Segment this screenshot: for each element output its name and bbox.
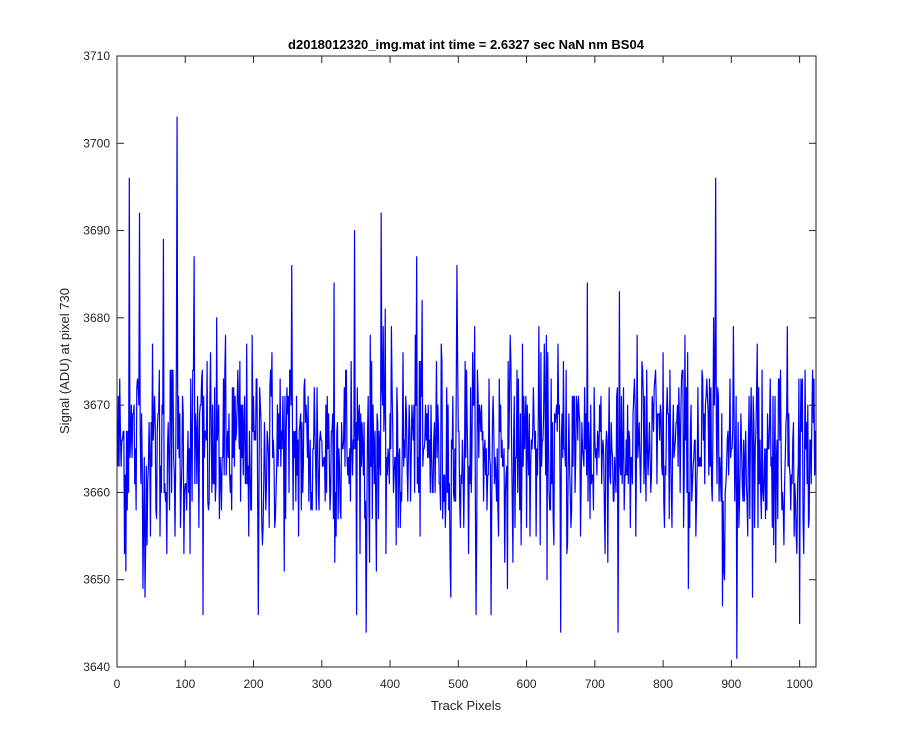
x-tick-label: 1000 [786, 677, 813, 691]
y-tick-label: 3670 [83, 398, 110, 412]
plot-area [117, 56, 816, 667]
y-tick-label: 3640 [83, 660, 110, 674]
y-tick-label: 3650 [83, 573, 110, 587]
y-tick-label: 3660 [83, 485, 110, 499]
x-tick-label: 400 [380, 677, 400, 691]
series-layer [117, 116, 817, 659]
x-tick-label: 700 [585, 677, 605, 691]
y-tick-label: 3700 [83, 136, 110, 150]
ticks-layer: 0 100 200 300 400 500 600 700 800 900 1000 3640 3650… [83, 49, 816, 691]
y-tick-label: 3710 [83, 49, 110, 63]
x-tick-label: 100 [175, 677, 195, 691]
x-tick-label: 800 [653, 677, 673, 691]
x-tick-label: 200 [244, 677, 264, 691]
y-tick-label: 3690 [83, 224, 110, 238]
chart-title: d2018012320_img.mat int time = 2.6327 se… [288, 37, 645, 52]
x-axis-label: Track Pixels [431, 698, 502, 713]
y-axis-label: Signal (ADU) at pixel 730 [57, 288, 72, 434]
y-tick-label: 3680 [83, 311, 110, 325]
x-tick-label: 500 [448, 677, 468, 691]
x-tick-label: 900 [721, 677, 741, 691]
axes-box [116, 55, 817, 668]
x-tick-label: 300 [312, 677, 332, 691]
x-tick-label: 0 [114, 677, 121, 691]
series-line [117, 116, 817, 659]
x-tick-label: 600 [517, 677, 537, 691]
